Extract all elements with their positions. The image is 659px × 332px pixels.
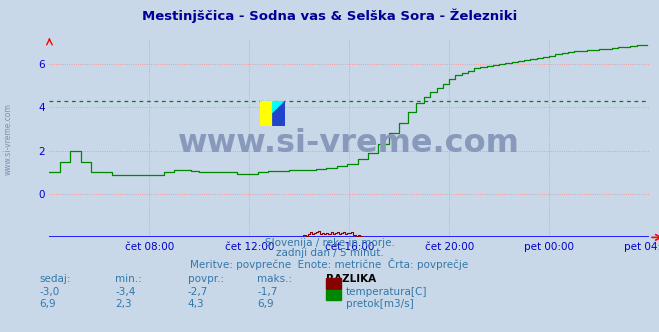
Polygon shape [273,101,285,126]
Text: povpr.:: povpr.: [188,274,224,284]
Text: maks.:: maks.: [257,274,292,284]
Text: -3,4: -3,4 [115,287,136,297]
Text: Meritve: povprečne  Enote: metrične  Črta: povprečje: Meritve: povprečne Enote: metrične Črta:… [190,258,469,270]
Text: -2,7: -2,7 [188,287,208,297]
Text: min.:: min.: [115,274,142,284]
Text: 6,9: 6,9 [257,299,273,309]
Text: -3,0: -3,0 [40,287,60,297]
Text: zadnji dan / 5 minut.: zadnji dan / 5 minut. [275,248,384,258]
Polygon shape [273,101,285,114]
Text: 2,3: 2,3 [115,299,132,309]
Text: sedaj:: sedaj: [40,274,71,284]
Text: Slovenija / reke in morje.: Slovenija / reke in morje. [264,238,395,248]
Polygon shape [260,101,273,126]
Text: pretok[m3/s]: pretok[m3/s] [346,299,414,309]
Text: temperatura[C]: temperatura[C] [346,287,428,297]
Text: www.si-vreme.com: www.si-vreme.com [3,104,13,175]
Text: RAZLIKA: RAZLIKA [326,274,376,284]
Text: www.si-vreme.com: www.si-vreme.com [179,128,520,159]
Text: Mestinjščica - Sodna vas & Selška Sora - Železniki: Mestinjščica - Sodna vas & Selška Sora -… [142,8,517,23]
Text: 6,9: 6,9 [40,299,56,309]
Text: 4,3: 4,3 [188,299,204,309]
Text: -1,7: -1,7 [257,287,277,297]
